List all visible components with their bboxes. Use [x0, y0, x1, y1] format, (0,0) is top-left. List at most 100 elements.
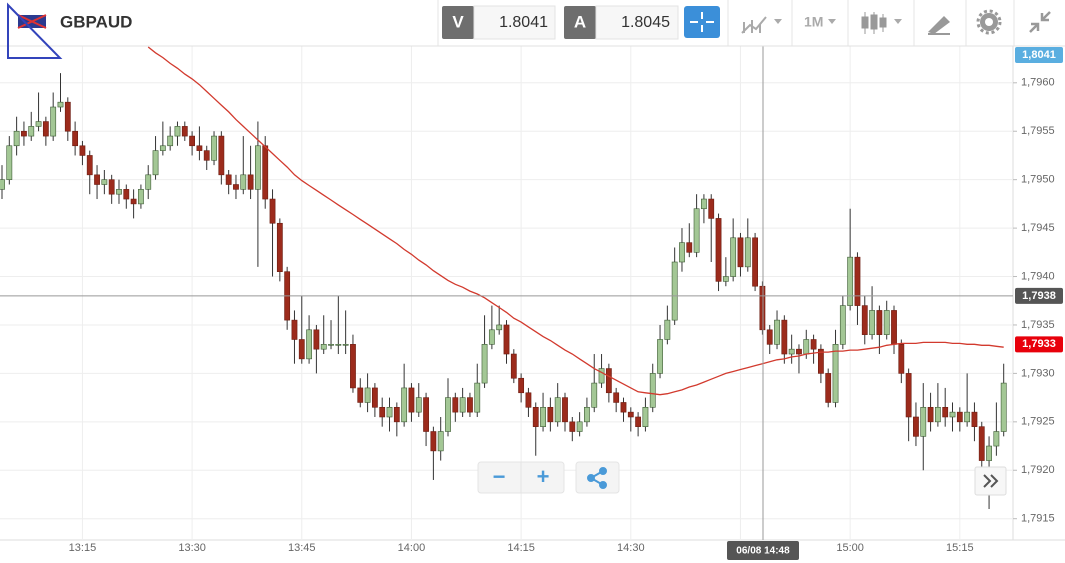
- candle-body: [613, 392, 620, 403]
- candle-body: [737, 237, 744, 268]
- candle-body: [328, 344, 334, 346]
- candle-body: [357, 387, 364, 403]
- candle-body: [306, 329, 312, 360]
- candle-body: [320, 344, 327, 350]
- candle-body: [233, 184, 239, 190]
- candle-body: [693, 208, 700, 253]
- candle-body: [167, 135, 174, 147]
- settings-button[interactable]: [976, 9, 1002, 35]
- candle-body: [152, 150, 159, 176]
- candle-type-button[interactable]: [861, 12, 887, 34]
- y-tick-label: 1,7935: [1021, 319, 1055, 331]
- candle-body: [891, 310, 897, 345]
- candle-body: [569, 421, 576, 432]
- candle-body: [116, 189, 122, 195]
- candle-body: [576, 421, 583, 432]
- candle-body: [415, 397, 422, 413]
- candle-body: [138, 189, 144, 205]
- candle-body: [730, 237, 737, 277]
- moving-average: [147, 46, 1004, 396]
- candle-body: [255, 145, 261, 190]
- candle-body: [35, 121, 42, 127]
- candle-body: [547, 406, 554, 423]
- symbol[interactable]: GBPAUD: [60, 12, 132, 31]
- candle-body: [598, 368, 605, 384]
- crosshair-icon: [690, 12, 714, 32]
- candle-body: [796, 348, 802, 355]
- candle-body: [964, 411, 971, 423]
- candle-body: [145, 174, 152, 190]
- bid-badge: [442, 6, 474, 39]
- candle-body: [752, 237, 758, 287]
- crosshair-button[interactable]: [684, 6, 720, 38]
- candle-body: [196, 145, 203, 151]
- candle-body: [759, 285, 766, 331]
- candle-body: [108, 179, 115, 195]
- candle-body: [408, 387, 415, 413]
- candle-body: [350, 344, 356, 389]
- candle-body: [715, 218, 722, 282]
- candle-body: [159, 145, 166, 151]
- y-tick-label: 1,7950: [1021, 174, 1055, 186]
- share-button[interactable]: [575, 461, 620, 494]
- ask-label: A: [574, 12, 586, 31]
- candle-body: [189, 135, 196, 147]
- share-icon: [587, 467, 607, 489]
- candle-body: [562, 397, 568, 423]
- y-tick-label: 1,7960: [1021, 77, 1055, 89]
- candle-body: [927, 406, 934, 423]
- toolbar: GBPAUD V 1.8041 A 1.8045 1M: [0, 0, 1065, 47]
- candle-body: [510, 353, 517, 379]
- candle-body: [788, 348, 795, 355]
- candle-body: [401, 387, 408, 423]
- candle-body: [50, 106, 57, 137]
- plot-area: 1,7915 1,7920 1,7925 1,7930 1,7935 1,7940 1,79…: [0, 46, 1065, 563]
- drawing-triangle[interactable]: [7, 2, 63, 59]
- chart-type-button[interactable]: [741, 16, 767, 34]
- zoom-out[interactable]: −: [493, 464, 506, 489]
- candle-body: [181, 126, 188, 137]
- y-tick-label: 1,7920: [1021, 464, 1055, 476]
- candle-body: [335, 344, 342, 346]
- candle-body: [701, 198, 707, 210]
- candle-body: [291, 319, 298, 340]
- candle-body: [679, 242, 685, 263]
- bid-box[interactable]: [473, 5, 556, 40]
- candle-body: [956, 411, 963, 423]
- candle-body: [642, 406, 649, 427]
- candle-body: [364, 387, 371, 403]
- candle-body: [627, 411, 634, 418]
- ask-box[interactable]: [595, 5, 679, 40]
- candle-body: [942, 406, 949, 418]
- candle-body: [371, 387, 378, 408]
- candle-body: [861, 305, 868, 335]
- candle-body: [262, 145, 269, 200]
- candle-body: [13, 130, 20, 147]
- draw-tool-button[interactable]: [928, 16, 950, 35]
- candle-body: [584, 406, 590, 423]
- candle-body: [174, 126, 181, 137]
- dropdown-arrow: [894, 19, 902, 24]
- zoom-in[interactable]: +: [537, 464, 550, 489]
- candle-body: [496, 324, 503, 331]
- candle-body: [225, 174, 232, 185]
- candle-body: [42, 121, 49, 137]
- candle-body: [445, 397, 451, 432]
- y-tick-label: 1,7925: [1021, 416, 1055, 428]
- candle-body: [934, 406, 941, 423]
- collapse-button[interactable]: [1029, 11, 1051, 33]
- timeframe[interactable]: 1M: [804, 14, 823, 30]
- zoom-controls: − +: [477, 461, 620, 494]
- price-label: 1,7933: [1022, 338, 1056, 350]
- candle-body: [21, 130, 27, 137]
- candle-body: [540, 406, 546, 427]
- bid-label: V: [452, 12, 464, 31]
- candle-body: [474, 382, 481, 413]
- x-tick-label: 15:15: [946, 542, 974, 554]
- x-tick-label: 13:30: [178, 542, 206, 554]
- scroll-right-button[interactable]: [974, 466, 1007, 496]
- candle-body: [671, 261, 678, 321]
- candle-body: [28, 126, 35, 137]
- candle-body: [218, 135, 225, 176]
